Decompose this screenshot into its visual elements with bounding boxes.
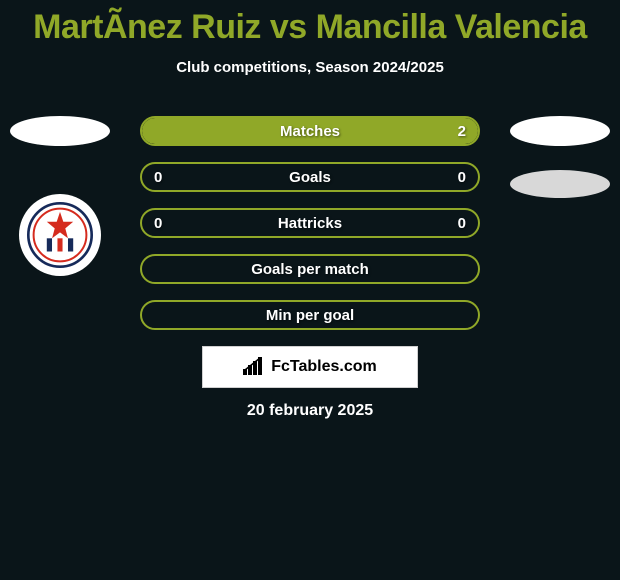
stats-area: Matches 2 0 Goals 0 0 Hattricks 0 Goals per matc…	[0, 116, 620, 330]
brand-badge[interactable]: FcTables.com	[202, 346, 418, 388]
stat-left-value: 0	[154, 169, 162, 186]
stat-left-value: 0	[154, 215, 162, 232]
player-left-club-logo	[19, 194, 101, 276]
player-left-avatar-placeholder	[10, 116, 110, 146]
club-crest-icon	[27, 202, 93, 268]
comparison-widget: MartÃ­nez Ruiz vs Mancilla Valencia Club…	[0, 0, 620, 420]
stat-row-min-per-goal: Min per goal	[140, 300, 480, 330]
stat-label: Min per goal	[266, 307, 354, 324]
stat-row-goals-per-match: Goals per match	[140, 254, 480, 284]
stat-right-value: 0	[458, 169, 466, 186]
stat-label: Matches	[280, 123, 340, 140]
stat-rows: Matches 2 0 Goals 0 0 Hattricks 0 Goals per matc…	[140, 116, 480, 330]
stat-right-value: 0	[458, 215, 466, 232]
stat-label: Hattricks	[278, 215, 342, 232]
stat-row-matches: Matches 2	[140, 116, 480, 146]
player-right-club-placeholder	[510, 170, 610, 198]
date-label: 20 february 2025	[0, 402, 620, 420]
stat-label: Goals per match	[251, 261, 369, 278]
stat-label: Goals	[289, 169, 331, 186]
stat-right-value: 2	[458, 123, 466, 140]
page-title: MartÃ­nez Ruiz vs Mancilla Valencia	[0, 8, 620, 47]
subtitle: Club competitions, Season 2024/2025	[0, 59, 620, 76]
player-right-avatar-placeholder	[510, 116, 610, 146]
brand-text: FcTables.com	[271, 358, 377, 376]
chart-bars-icon	[243, 357, 265, 377]
stat-row-hattricks: 0 Hattricks 0	[140, 208, 480, 238]
stat-row-goals: 0 Goals 0	[140, 162, 480, 192]
